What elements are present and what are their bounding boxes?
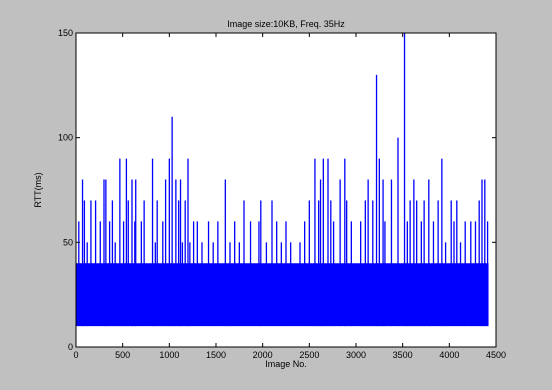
x-tick-label: 2000 <box>253 350 273 360</box>
y-tick-label: 0 <box>68 342 73 352</box>
x-tick-label: 1500 <box>206 350 226 360</box>
y-tick-label: 150 <box>58 28 73 38</box>
x-axis-ticks: 0 500 1000 1500 2000 2500 3000 3500 4000 4500 <box>73 33 506 360</box>
y-axis-label: RTT(ms) <box>33 172 43 207</box>
y-axis-ticks: 0 50 100 150 <box>58 28 496 352</box>
x-tick-label: 4000 <box>439 350 459 360</box>
x-tick-label: 0 <box>73 350 78 360</box>
rtt-series-band <box>76 263 489 327</box>
x-tick-label: 1000 <box>159 350 179 360</box>
x-tick-label: 3000 <box>346 350 366 360</box>
x-tick-label: 2500 <box>299 350 319 360</box>
x-tick-label: 500 <box>115 350 130 360</box>
x-axis-label: Image No. <box>265 359 307 369</box>
axes-frame <box>75 32 497 348</box>
y-tick-label: 50 <box>63 237 73 247</box>
x-tick-label: 4500 <box>486 350 506 360</box>
plot-content <box>76 33 489 327</box>
chart-title: Image size:10KB, Freq. 35Hz <box>227 19 345 29</box>
x-tick-label: 3500 <box>393 350 413 360</box>
rtt-series-spikes <box>78 33 489 327</box>
y-tick-label: 100 <box>58 133 73 143</box>
